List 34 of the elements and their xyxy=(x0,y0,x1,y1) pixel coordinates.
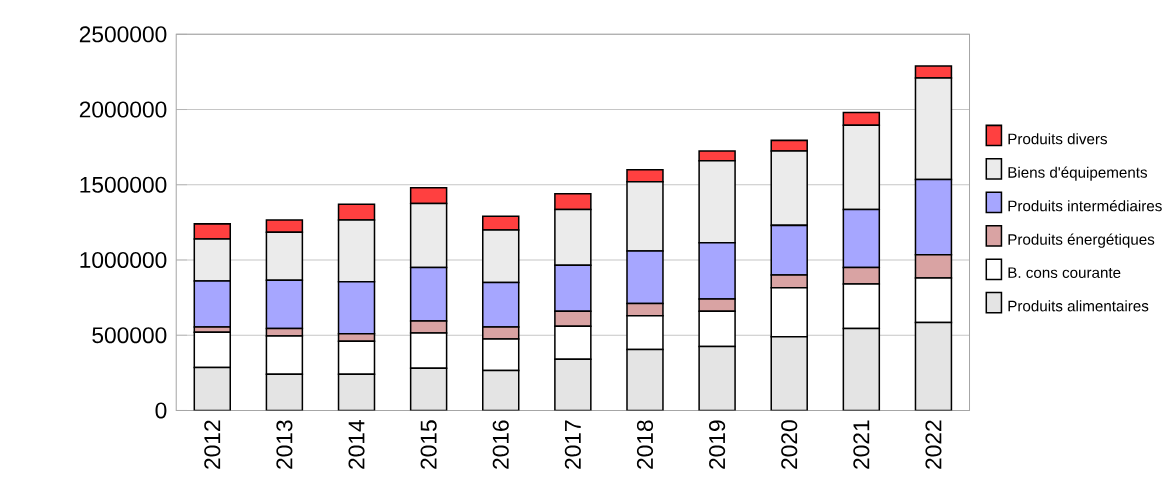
legend-label: B. cons courante xyxy=(1008,267,1121,278)
legend-label: Biens d'équipements xyxy=(1008,166,1148,181)
x-tick-label: 2013 xyxy=(276,420,293,469)
bar xyxy=(914,321,953,411)
y-tick-label: 1000000 xyxy=(80,251,167,268)
legend-label: Produits intermédiaires xyxy=(1008,199,1162,212)
x-tick-label: 2020 xyxy=(781,420,798,469)
x-tick-label: 2015 xyxy=(420,420,437,469)
bar xyxy=(193,366,232,411)
bar xyxy=(554,358,592,411)
bar xyxy=(409,367,448,411)
bar xyxy=(842,327,881,411)
x-tick-label: 2016 xyxy=(492,420,509,469)
y-tick-label: 1500000 xyxy=(80,176,167,193)
x-tick-label: 2022 xyxy=(925,420,942,469)
bar xyxy=(337,373,376,411)
legend-label: Produits énergétiques xyxy=(1008,233,1155,248)
x-tick-label: 2014 xyxy=(348,419,365,469)
y-tick-label: 500000 xyxy=(92,326,167,344)
bar xyxy=(698,345,736,411)
x-tick-label: 2018 xyxy=(636,420,654,469)
bar xyxy=(482,369,520,411)
y-tick-label: 0 xyxy=(155,402,167,419)
legend-label: Produits alimentaires xyxy=(1008,300,1149,312)
bar xyxy=(770,335,808,411)
y-tick-label: 2000000 xyxy=(79,101,167,118)
bar xyxy=(265,373,304,411)
x-tick-label: 2012 xyxy=(204,420,221,469)
y-tick-label: 2500000 xyxy=(79,25,167,43)
bar xyxy=(626,348,664,411)
x-tick-label: 2021 xyxy=(853,420,870,469)
x-tick-label: 2019 xyxy=(709,420,726,469)
x-tick-label: 2017 xyxy=(564,420,581,469)
legend-label: Produits divers xyxy=(1008,132,1108,145)
